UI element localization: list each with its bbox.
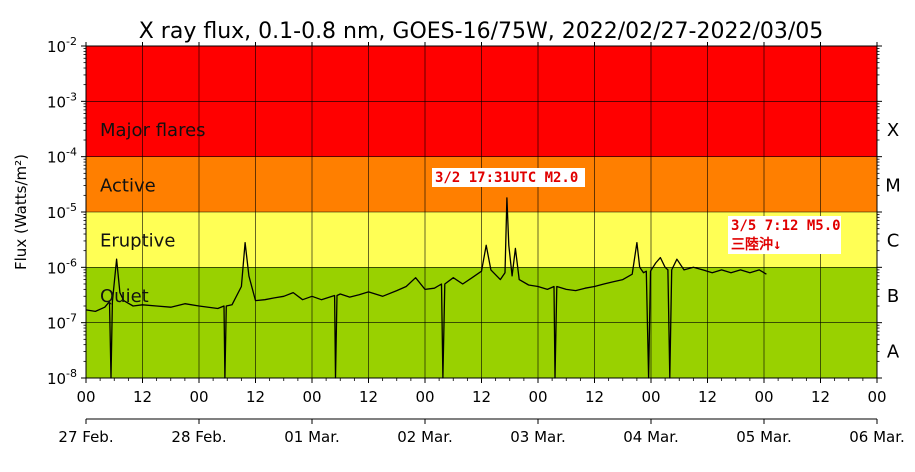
annotation-label: 三陸沖↓ <box>731 236 781 253</box>
x-date-label: 04 Mar. <box>623 428 679 446</box>
band-label-major-flares: Major flares <box>100 120 206 141</box>
annotation-background <box>728 235 841 254</box>
band-label-eruptive: Eruptive <box>100 231 175 252</box>
x-hour-label: 12 <box>133 388 152 406</box>
flare-class-c: C <box>887 231 900 252</box>
x-date-label: 27 Feb. <box>58 428 113 446</box>
x-hour-label: 00 <box>189 388 208 406</box>
band-label-active: Active <box>100 175 156 196</box>
annotation-label: 3/5 7:12 M5.0 <box>731 218 841 234</box>
x-date-label: 28 Feb. <box>171 428 226 446</box>
flare-class-labels: X M C B A <box>885 120 901 362</box>
y-tick-exponent: -7 <box>66 312 77 325</box>
annotations: 3/2 17:31UTC M2.0 3/5 7:12 M5.0 三陸沖↓ <box>432 168 841 254</box>
x-hour-label: 12 <box>585 388 604 406</box>
y-tick-label: 10-5 <box>47 201 77 222</box>
x-date-label: 03 Mar. <box>510 428 566 446</box>
x-hour-label: 00 <box>867 388 886 406</box>
x-date-label: 06 Mar. <box>849 428 905 446</box>
y-tick-label: 10-6 <box>47 256 77 277</box>
x-hour-label: 12 <box>246 388 265 406</box>
annotation-label: 3/2 17:31UTC M2.0 <box>435 170 578 186</box>
x-date-label: 05 Mar. <box>736 428 792 446</box>
y-tick-exponent: -3 <box>66 90 77 103</box>
y-tick-label: 10-8 <box>47 367 77 388</box>
y-tick-base: 10 <box>47 204 66 222</box>
annotation-background <box>432 168 585 187</box>
x-hour-label: 00 <box>528 388 547 406</box>
y-tick-base: 10 <box>47 93 66 111</box>
flare-class-m: M <box>885 175 901 196</box>
band-labels: Major flares Active Eruptive Quiet <box>100 120 206 307</box>
y-tick-base: 10 <box>47 259 66 277</box>
x-date-label: 02 Mar. <box>397 428 453 446</box>
y-tick-base: 10 <box>47 315 66 333</box>
y-tick-label: 10-2 <box>47 35 77 56</box>
y-tick-exponent: -6 <box>66 256 77 269</box>
band-label-quiet: Quiet <box>100 286 149 307</box>
x-hour-label: 12 <box>698 388 717 406</box>
x-hour-label: 00 <box>302 388 321 406</box>
x-axis: 00 12 00 12 00 12 00 12 00 12 00 12 00 12 00 27 Feb. 28 … <box>58 42 905 446</box>
y-tick-base: 10 <box>47 149 66 167</box>
y-tick-label: 10-3 <box>47 90 77 111</box>
y-tick-base: 10 <box>47 370 66 388</box>
y-tick-label: 10-4 <box>47 146 77 167</box>
x-hour-label: 12 <box>811 388 830 406</box>
x-hour-label: 00 <box>641 388 660 406</box>
data-series <box>85 197 767 379</box>
flux-series-line <box>85 197 767 379</box>
y-axis-label: Flux (Watts/m²) <box>12 154 30 270</box>
y-tick-exponent: -8 <box>66 367 77 380</box>
flare-class-a: A <box>887 341 900 362</box>
x-date-label: 01 Mar. <box>284 428 340 446</box>
x-hour-label: 00 <box>415 388 434 406</box>
chart-title: X ray flux, 0.1-0.8 nm, GOES-16/75W, 202… <box>139 19 824 44</box>
x-hour-label: 12 <box>472 388 491 406</box>
y-tick-exponent: -4 <box>66 146 77 159</box>
x-hour-label: 00 <box>76 388 95 406</box>
y-tick-exponent: -5 <box>66 201 77 214</box>
x-hour-label: 00 <box>754 388 773 406</box>
y-axis: 10-810-710-610-510-410-310-2 <box>47 35 882 388</box>
y-tick-label: 10-7 <box>47 312 77 333</box>
x-hour-label: 12 <box>359 388 378 406</box>
annotation-background <box>728 216 841 235</box>
flare-class-x: X <box>887 120 899 141</box>
y-tick-exponent: -2 <box>66 35 77 48</box>
y-tick-base: 10 <box>47 38 66 56</box>
flare-class-b: B <box>887 286 899 307</box>
